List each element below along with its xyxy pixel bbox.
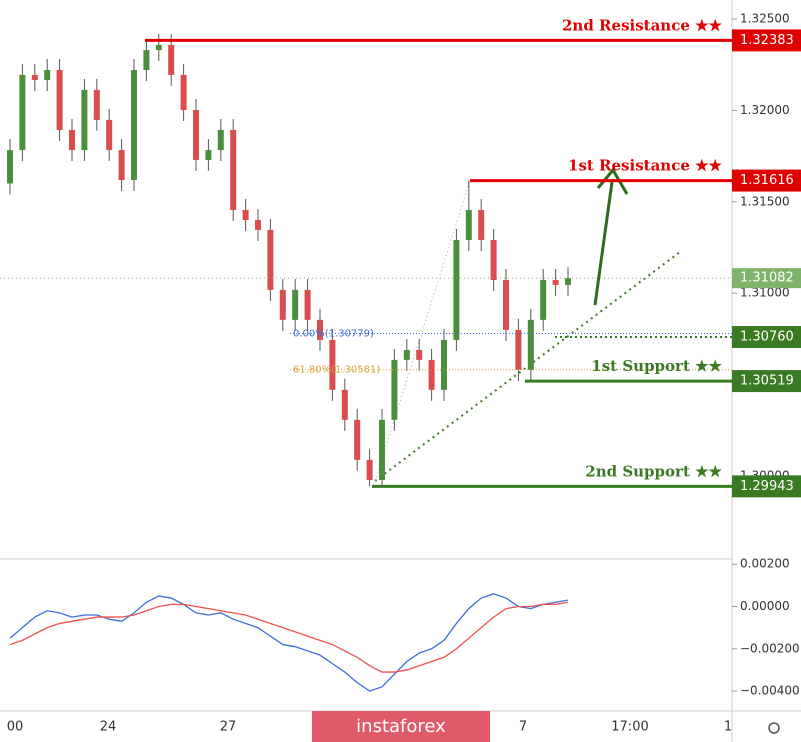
candle-body bbox=[341, 389, 348, 420]
x-tick-label: 7 bbox=[519, 720, 527, 735]
candle-body bbox=[565, 278, 571, 285]
candle-body bbox=[552, 280, 559, 285]
y-tick-label: 1.32500 bbox=[740, 12, 790, 26]
candle-body bbox=[69, 129, 75, 151]
candle-body bbox=[193, 110, 199, 160]
candle-body bbox=[56, 70, 63, 130]
candle-body bbox=[453, 239, 460, 340]
candle-body bbox=[441, 339, 447, 390]
candle-body bbox=[106, 119, 113, 151]
candle-body bbox=[19, 74, 26, 151]
level-box bbox=[732, 475, 801, 498]
candle-body bbox=[329, 339, 336, 390]
candle-body bbox=[515, 329, 522, 370]
y-tick-label: 1.32000 bbox=[740, 103, 790, 117]
candle-body bbox=[416, 350, 423, 360]
pivot-label: 1.30760 bbox=[740, 330, 794, 345]
level-name: 1st Resistance ★★ bbox=[568, 157, 723, 175]
candle-body bbox=[230, 129, 237, 211]
fib-line bbox=[374, 179, 471, 482]
level-box bbox=[732, 370, 801, 393]
x-tick-label: 00 bbox=[7, 720, 24, 735]
candle-body bbox=[131, 70, 137, 181]
candle-body bbox=[527, 319, 534, 370]
candle-body bbox=[180, 74, 187, 111]
pivot-box bbox=[732, 326, 801, 349]
candle-body bbox=[205, 150, 212, 160]
level-box bbox=[732, 169, 801, 192]
candle-body bbox=[292, 289, 299, 320]
level-name: 2nd Support ★★ bbox=[585, 462, 722, 480]
candle-body bbox=[366, 459, 373, 480]
current-price-label: 1.31082 bbox=[740, 271, 794, 286]
fib-label: 0.00%(1.30779) bbox=[293, 329, 374, 340]
level-value: 1.31616 bbox=[740, 173, 794, 188]
level-name: 1st Support ★★ bbox=[591, 357, 722, 375]
candle-body bbox=[428, 359, 435, 390]
candle-body bbox=[267, 229, 274, 290]
candle-body bbox=[478, 210, 485, 240]
settings-icon[interactable] bbox=[768, 722, 780, 734]
candle-body bbox=[465, 210, 472, 240]
candle-body bbox=[391, 359, 398, 420]
candle-body bbox=[31, 74, 38, 81]
arrow-shaft bbox=[593, 181, 614, 306]
x-tick-label: 1 bbox=[724, 720, 732, 735]
x-tick-label: 24 bbox=[100, 720, 117, 735]
candle-body bbox=[168, 44, 175, 75]
macd-line bbox=[9, 593, 569, 692]
macd-line bbox=[9, 601, 569, 673]
macd-tick-label: 0.00200 bbox=[740, 557, 790, 571]
level-value: 1.29943 bbox=[740, 479, 794, 494]
level-box bbox=[732, 29, 801, 52]
level-name: 2nd Resistance ★★ bbox=[562, 16, 723, 34]
macd-tick-label: −0.00200 bbox=[740, 641, 800, 655]
candle-body bbox=[403, 350, 410, 360]
candle-body bbox=[503, 280, 509, 330]
x-tick-label: 27 bbox=[220, 720, 237, 735]
candle-body bbox=[354, 419, 361, 460]
candle-body bbox=[81, 89, 88, 151]
candle-body bbox=[7, 150, 13, 184]
watermark: instaforex bbox=[356, 716, 446, 737]
candle-body bbox=[93, 89, 100, 120]
macd-tick-label: −0.00400 bbox=[740, 684, 800, 698]
candle-body bbox=[143, 50, 150, 71]
fib-label: 61.80%(1.30581) bbox=[293, 365, 380, 376]
watermark-box bbox=[312, 711, 490, 742]
candle-body bbox=[490, 239, 497, 281]
level-value: 1.32383 bbox=[740, 33, 794, 48]
level-value: 1.30519 bbox=[740, 374, 794, 389]
candle-body bbox=[44, 70, 51, 81]
candle-body bbox=[242, 210, 249, 221]
candle-body bbox=[155, 44, 162, 51]
y-tick-label: 1.31000 bbox=[740, 286, 790, 300]
candle-body bbox=[304, 289, 311, 320]
y-tick-label: 1.31500 bbox=[740, 194, 790, 208]
x-tick-label: 17:00 bbox=[611, 720, 648, 735]
candle-body bbox=[118, 150, 125, 181]
candle-body bbox=[217, 129, 224, 151]
current-price-box bbox=[732, 268, 801, 289]
macd-tick-label: 0.00000 bbox=[740, 599, 790, 613]
candle-body bbox=[279, 289, 286, 320]
candle-body bbox=[255, 220, 261, 230]
candle-body bbox=[317, 319, 323, 340]
candle-body bbox=[379, 419, 385, 480]
candle-body bbox=[540, 280, 547, 320]
